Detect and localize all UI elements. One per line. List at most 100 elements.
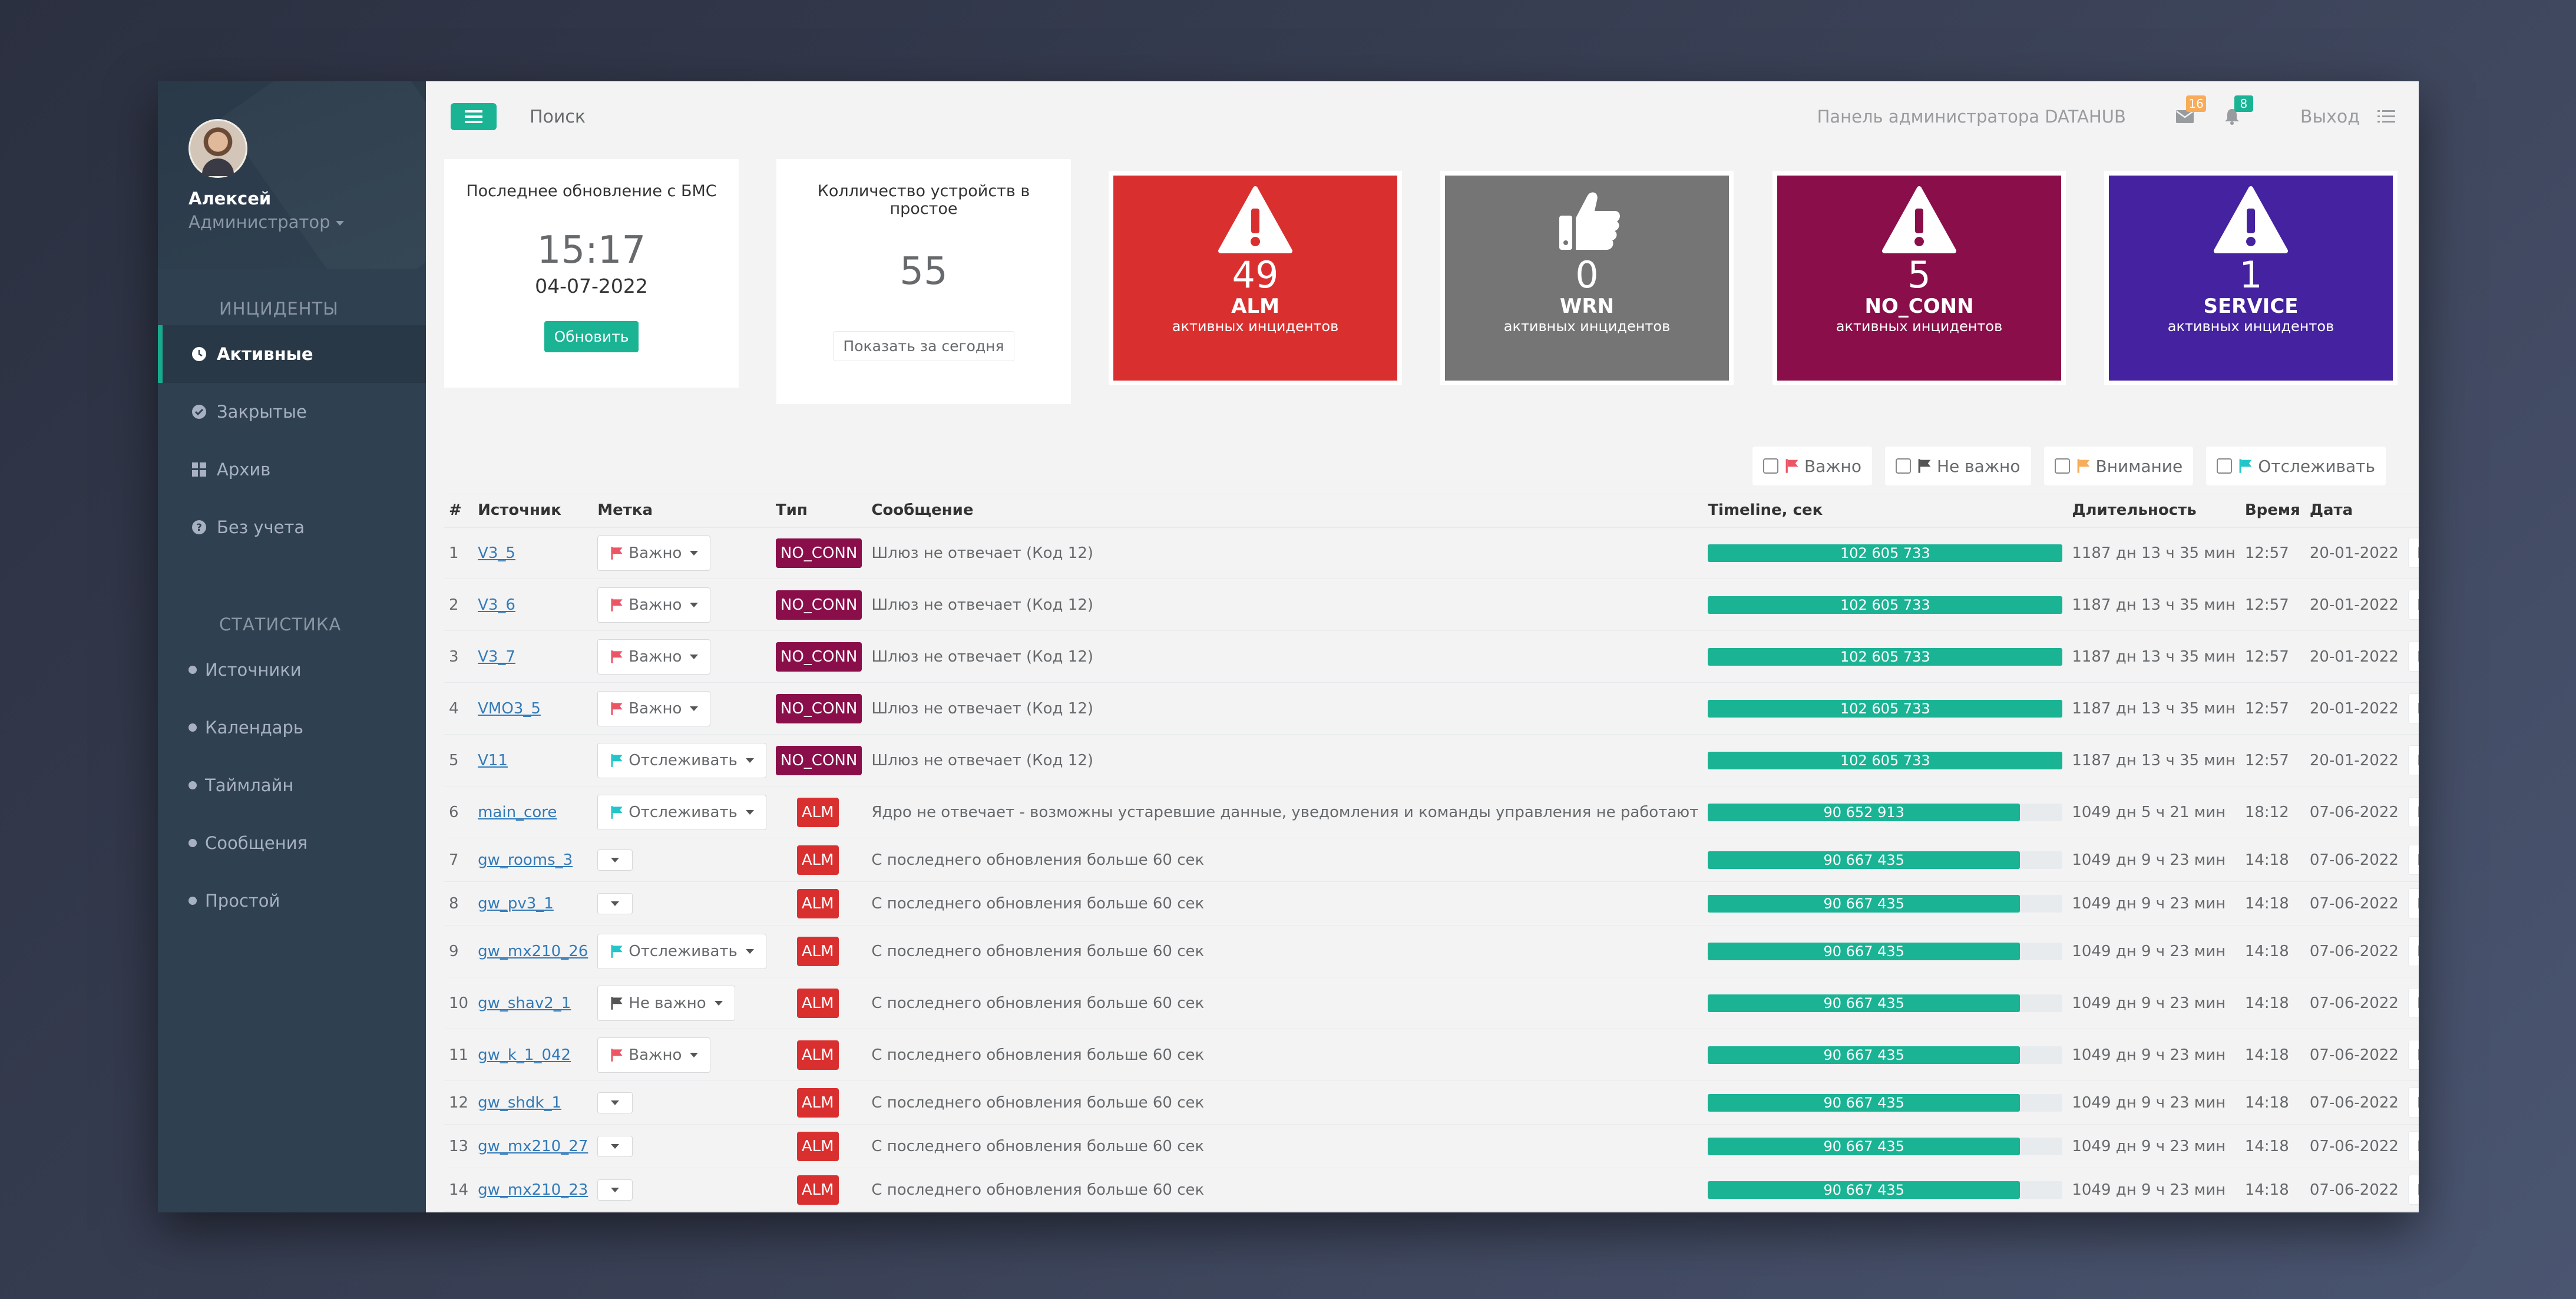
column-header-8[interactable]: Дата	[2304, 494, 2403, 528]
sidebar-item-0[interactable]: Активные	[158, 325, 426, 383]
mark-dropdown[interactable]: Важно	[597, 639, 711, 675]
table-row[interactable]: 5 V11 Отслеживать NO_CONN Шлюз не отвечает (…	[444, 734, 2419, 786]
mark-dropdown[interactable]	[597, 1179, 633, 1201]
details-button[interactable]: Подробнее	[2408, 1040, 2419, 1070]
column-header-7[interactable]: Время	[2240, 494, 2305, 528]
sidebar-stat-1[interactable]: Календарь	[158, 699, 426, 756]
column-header-4[interactable]: Сообщение	[867, 494, 1704, 528]
sidebar-item-2[interactable]: Архив	[158, 441, 426, 498]
mark-dropdown[interactable]: Важно	[597, 1037, 711, 1073]
table-row[interactable]: 11 gw_k_1_042 Важно ALM С последнего обновле…	[444, 1029, 2419, 1081]
source-link[interactable]: gw_shav2_1	[478, 994, 571, 1012]
table-row[interactable]: 1 V3_5 Важно NO_CONN Шлюз не отвечает (Код 1…	[444, 527, 2419, 579]
refresh-button[interactable]: Обновить	[544, 321, 639, 352]
column-header-6[interactable]: Длительность	[2067, 494, 2240, 528]
filter-1[interactable]: Не важно	[1884, 447, 2031, 485]
search-input[interactable]: Поиск	[530, 106, 586, 127]
avatar[interactable]	[189, 119, 247, 178]
filter-checkbox[interactable]	[2217, 458, 2233, 474]
menu-toggle-button[interactable]	[451, 103, 497, 130]
source-link[interactable]: gw_k_1_042	[478, 1046, 571, 1064]
mark-dropdown[interactable]	[597, 1136, 633, 1157]
details-button[interactable]: Подробнее	[2408, 936, 2419, 966]
source-link[interactable]: V3_7	[478, 647, 515, 666]
details-cell: Подробнее	[2403, 1029, 2419, 1081]
timeline-cell: 90 667 435	[1703, 881, 2068, 926]
messages-button[interactable]: 16	[2173, 95, 2206, 128]
mark-dropdown[interactable]: Важно	[597, 587, 711, 623]
column-header-0[interactable]: #	[444, 494, 474, 528]
source-link[interactable]: V3_5	[478, 544, 515, 562]
details-button[interactable]: Подробнее	[2408, 538, 2419, 568]
table-row[interactable]: 2 V3_6 Важно NO_CONN Шлюз не отвечает (Код 1…	[444, 579, 2419, 631]
filter-0[interactable]: Важно	[1752, 447, 1872, 485]
mark-dropdown[interactable]: Не важно	[597, 985, 735, 1021]
table-row[interactable]: 10 gw_shav2_1 Не важно ALM С последнего обно…	[444, 977, 2419, 1029]
filter-checkbox[interactable]	[1762, 458, 1778, 474]
notifications-button[interactable]: 8	[2220, 95, 2253, 128]
table-row[interactable]: 8 gw_pv3_1 ALM С последнего обновления боль…	[444, 881, 2419, 926]
profile-role-dropdown[interactable]: Администратор	[189, 212, 426, 232]
show-today-button[interactable]: Показать за сегодня	[833, 331, 1014, 361]
mark-dropdown[interactable]: Отслеживать	[597, 933, 766, 969]
column-header-5[interactable]: Timeline, сек	[1703, 494, 2068, 528]
source-link[interactable]: main_core	[478, 803, 557, 821]
column-header-1[interactable]: Источник	[473, 494, 593, 528]
sidebar-item-1[interactable]: Закрытые	[158, 383, 426, 441]
source-link[interactable]: gw_pv3_1	[478, 894, 554, 913]
source-link[interactable]: gw_rooms_3	[478, 851, 573, 869]
source-link[interactable]: V3_6	[478, 596, 515, 614]
filter-checkbox[interactable]	[1895, 458, 1911, 474]
details-button[interactable]: Подробнее	[2408, 1175, 2419, 1205]
table-row[interactable]: 7 gw_rooms_3 ALM С последнего обновления бо…	[444, 838, 2419, 882]
source-link[interactable]: gw_shdk_1	[478, 1093, 561, 1112]
source-link[interactable]: gw_mx210_26	[478, 942, 588, 960]
stat-box-service[interactable]: 1 SERVICE активных инцидентов	[2104, 171, 2398, 385]
source-link[interactable]: V11	[478, 751, 508, 769]
sidebar-item-3[interactable]: ? Без учета	[158, 498, 426, 556]
filter-checkbox[interactable]	[2054, 458, 2070, 474]
sidebar-stat-3[interactable]: Сообщения	[158, 814, 426, 872]
details-button[interactable]: Подробнее	[2408, 1088, 2419, 1118]
mark-dropdown[interactable]: Отслеживать	[597, 742, 766, 778]
sidebar-stat-2[interactable]: Таймлайн	[158, 756, 426, 814]
stat-box-no_conn[interactable]: 5 NO_CONN активных инцидентов	[1773, 171, 2066, 385]
source-link[interactable]: gw_mx210_27	[478, 1137, 588, 1155]
column-header-2[interactable]: Метка	[593, 494, 771, 528]
details-button[interactable]: Подробнее	[2408, 888, 2419, 918]
mark-dropdown[interactable]	[597, 1092, 633, 1113]
sidebar-stat-0[interactable]: Источники	[158, 641, 426, 699]
table-row[interactable]: 6 main_core Отслеживать ALM Ядро не отвечает…	[444, 786, 2419, 838]
stat-box-alm[interactable]: 49 ALM активных инцидентов	[1109, 171, 1402, 385]
column-header-9[interactable]	[2403, 494, 2419, 528]
source-link[interactable]: gw_mx210_23	[478, 1181, 588, 1199]
logout-button[interactable]: Выход	[2300, 106, 2360, 127]
mark-dropdown[interactable]	[597, 893, 633, 914]
timeline-bar: 90 667 435	[1708, 942, 2063, 960]
details-button[interactable]: Подробнее	[2408, 590, 2419, 620]
table-row[interactable]: 9 gw_mx210_26 Отслеживать ALM С последнего о…	[444, 925, 2419, 977]
details-button[interactable]: Подробнее	[2408, 1131, 2419, 1161]
source-link[interactable]: VMO3_5	[478, 699, 541, 718]
filter-2[interactable]: Внимание	[2043, 447, 2194, 485]
mark-dropdown[interactable]: Важно	[597, 690, 711, 726]
details-button[interactable]: Подробнее	[2408, 642, 2419, 672]
mark-dropdown[interactable]	[597, 850, 633, 871]
mark-dropdown[interactable]: Важно	[597, 535, 711, 571]
column-header-3[interactable]: Тип	[771, 494, 867, 528]
details-button[interactable]: Подробнее	[2408, 797, 2419, 827]
details-button[interactable]: Подробнее	[2408, 845, 2419, 875]
stat-box-wrn[interactable]: 0 WRN активных инцидентов	[1440, 171, 1734, 385]
table-row[interactable]: 3 V3_7 Важно NO_CONN Шлюз не отвечает (Код 1…	[444, 630, 2419, 683]
details-button[interactable]: Подробнее	[2408, 693, 2419, 723]
table-row[interactable]: 14 gw_mx210_23 ALM С последнего обновления …	[444, 1168, 2419, 1212]
filter-3[interactable]: Отслеживать	[2206, 447, 2386, 485]
sidebar-stat-4[interactable]: Простой	[158, 872, 426, 930]
details-button[interactable]: Подробнее	[2408, 745, 2419, 775]
mark-dropdown[interactable]: Отслеживать	[597, 794, 766, 830]
details-button[interactable]: Подробнее	[2408, 988, 2419, 1018]
table-row[interactable]: 12 gw_shdk_1 ALM С последнего обновления бо…	[444, 1080, 2419, 1125]
table-row[interactable]: 13 gw_mx210_27 ALM С последнего обновления …	[444, 1124, 2419, 1168]
table-row[interactable]: 4 VMO3_5 Важно NO_CONN Шлюз не отвечает (Код…	[444, 682, 2419, 735]
list-settings-icon[interactable]	[2377, 109, 2395, 124]
